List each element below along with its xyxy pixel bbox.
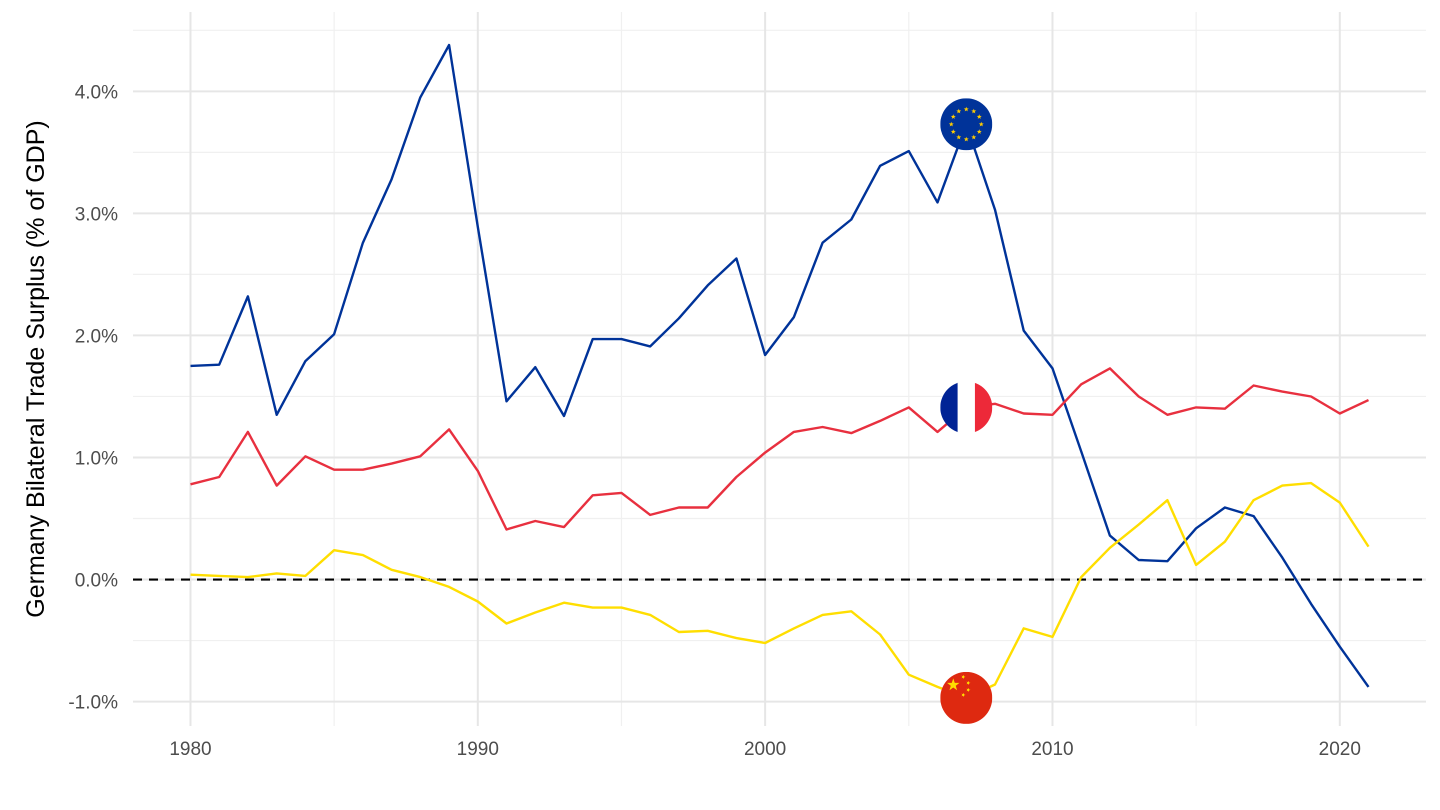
x-tick-label: 1980 bbox=[169, 739, 211, 760]
series-line-eu bbox=[190, 43, 1370, 688]
china-flag-icon bbox=[940, 671, 993, 724]
major-grid bbox=[133, 12, 1426, 726]
minor-grid bbox=[133, 12, 1426, 726]
y-tick-label: 4.0% bbox=[75, 82, 118, 103]
series-lines bbox=[190, 43, 1370, 700]
series-line-china bbox=[190, 481, 1370, 700]
y-tick-label: 2.0% bbox=[75, 326, 118, 347]
y-axis-title: Germany Bilateral Trade Surplus (% of GD… bbox=[22, 120, 50, 617]
x-tick-label: 2020 bbox=[1319, 739, 1361, 760]
x-tick-label: 2010 bbox=[1031, 739, 1073, 760]
y-tick-label: -1.0% bbox=[68, 693, 118, 714]
y-tick-label: 0.0% bbox=[75, 571, 118, 592]
y-axis-tick-labels: -1.0% 0.0% 1.0% 2.0% 3.0% 4.0% bbox=[68, 82, 118, 713]
eu-flag-icon bbox=[940, 98, 993, 151]
y-tick-label: 1.0% bbox=[75, 448, 118, 469]
x-axis-tick-labels: 1980 1990 2000 2010 2020 bbox=[169, 739, 1361, 760]
france-flag-icon bbox=[940, 381, 993, 434]
y-tick-label: 3.0% bbox=[75, 204, 118, 225]
series-line-france bbox=[190, 367, 1370, 531]
x-tick-label: 1990 bbox=[457, 739, 499, 760]
flag-markers bbox=[940, 98, 993, 724]
x-tick-label: 2000 bbox=[744, 739, 786, 760]
